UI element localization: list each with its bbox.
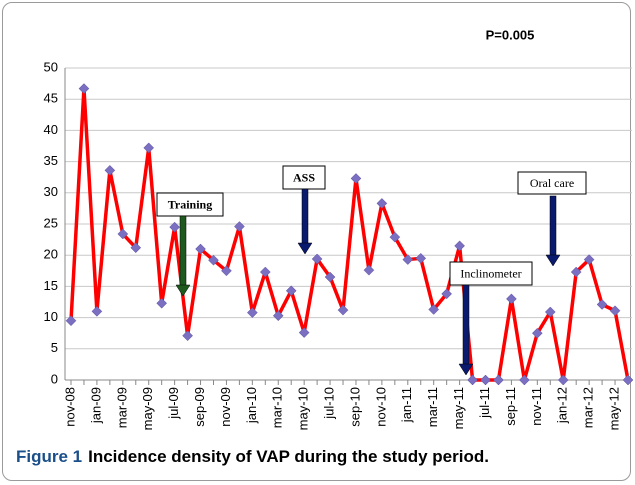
annotation-box [517, 171, 587, 195]
annotation-arrow-shaft [301, 188, 309, 245]
marker [389, 231, 401, 243]
marker [78, 83, 90, 94]
y-tick-label: 30 [44, 184, 58, 199]
annotation-arrow-head [458, 363, 474, 376]
x-tick-label: sep-10 [347, 387, 362, 427]
annotation-box [449, 261, 533, 286]
marker [298, 327, 310, 338]
y-tick-label: 15 [44, 278, 58, 293]
x-tick-label: jul-11 [477, 387, 492, 419]
marker [467, 374, 478, 386]
annotation-arrow-shaft [462, 284, 470, 366]
annotation-arrow-head [297, 242, 313, 255]
annotation-arrow-shaft [179, 215, 187, 287]
x-tick-label: nov-10 [373, 387, 388, 427]
marker [376, 198, 388, 209]
marker [557, 374, 569, 386]
marker [337, 304, 349, 316]
marker [402, 254, 414, 265]
marker [117, 228, 129, 240]
marker [583, 254, 595, 265]
x-tick-label: jul-09 [166, 387, 181, 420]
marker [143, 142, 155, 154]
marker [169, 221, 180, 233]
marker [596, 299, 608, 310]
x-tick-label: jan-12 [555, 387, 570, 424]
marker [363, 264, 375, 276]
x-tick-label: may-11 [451, 387, 466, 429]
x-tick-label: sep-09 [192, 387, 207, 427]
x-tick-label: nov-09 [218, 387, 233, 427]
x-tick-label: may-10 [296, 387, 311, 430]
x-tick-label: mar-11 [425, 387, 440, 427]
caption: Figure 1 Incidence density of VAP during … [16, 447, 489, 466]
marker [622, 374, 634, 386]
annotation-label: Oral care [530, 176, 574, 190]
marker [65, 315, 77, 327]
line-series [69, 86, 630, 382]
marker [311, 253, 323, 265]
marker [195, 243, 206, 255]
marker [221, 265, 232, 277]
marker [104, 164, 116, 176]
annotation-label: ASS [293, 170, 315, 184]
marker [441, 288, 453, 300]
marker [454, 240, 465, 252]
x-tick-label: may-12 [606, 387, 621, 430]
x-tick-label: mar-12 [581, 387, 596, 428]
marker [156, 297, 168, 309]
marker [130, 242, 142, 254]
marker [324, 271, 336, 283]
marker [428, 304, 440, 315]
y-tick-label: 5 [51, 340, 58, 355]
marker [208, 254, 219, 266]
y-tick-label: 50 [44, 59, 58, 74]
y-tick-label: 10 [44, 309, 58, 324]
x-tick-label: jan-11 [399, 387, 414, 423]
x-tick-label: mar-09 [114, 387, 129, 428]
marker [91, 306, 103, 317]
x-tick-label: sep-11 [503, 387, 518, 426]
marker [519, 374, 530, 386]
caption-text: Incidence density of VAP during the stud… [88, 447, 489, 466]
x-tick-label: may-09 [140, 387, 155, 430]
marker [285, 285, 297, 297]
marker [609, 305, 621, 317]
marker [182, 330, 193, 342]
marker [570, 266, 582, 278]
annotation-label: Inclinometer [460, 266, 521, 280]
x-tick-label: jul-10 [322, 387, 337, 420]
x-tick-label: jan-09 [88, 387, 103, 424]
y-tick-label: 0 [51, 371, 58, 386]
y-tick-label: 25 [44, 215, 58, 230]
annotation-arrow-head [175, 284, 191, 297]
x-tick-label: mar-10 [270, 387, 285, 428]
chart-title: P=0.005 [486, 27, 535, 42]
x-tick-label: nov-08 [62, 387, 77, 427]
annotation-arrow-shaft [549, 195, 557, 257]
marker [506, 293, 517, 305]
marker [246, 307, 258, 318]
annotation-label: Training [168, 197, 212, 211]
marker [272, 310, 284, 322]
marker [544, 306, 556, 318]
marker [493, 374, 504, 386]
marker [531, 327, 543, 339]
annotation-arrow-head [545, 254, 561, 267]
caption-label: Figure 1 [16, 447, 82, 466]
annotation-box [156, 192, 224, 217]
marker [480, 374, 491, 386]
x-tick-label: nov-11 [529, 387, 544, 426]
x-tick-label: jan-10 [244, 387, 259, 424]
marker [415, 252, 427, 264]
y-tick-label: 45 [44, 91, 58, 106]
marker [234, 221, 245, 232]
marker [259, 266, 271, 278]
figure-frame [2, 2, 631, 481]
marker [350, 173, 362, 184]
y-tick-label: 35 [44, 153, 58, 168]
y-tick-label: 20 [44, 247, 58, 262]
y-tick-label: 40 [44, 122, 58, 137]
